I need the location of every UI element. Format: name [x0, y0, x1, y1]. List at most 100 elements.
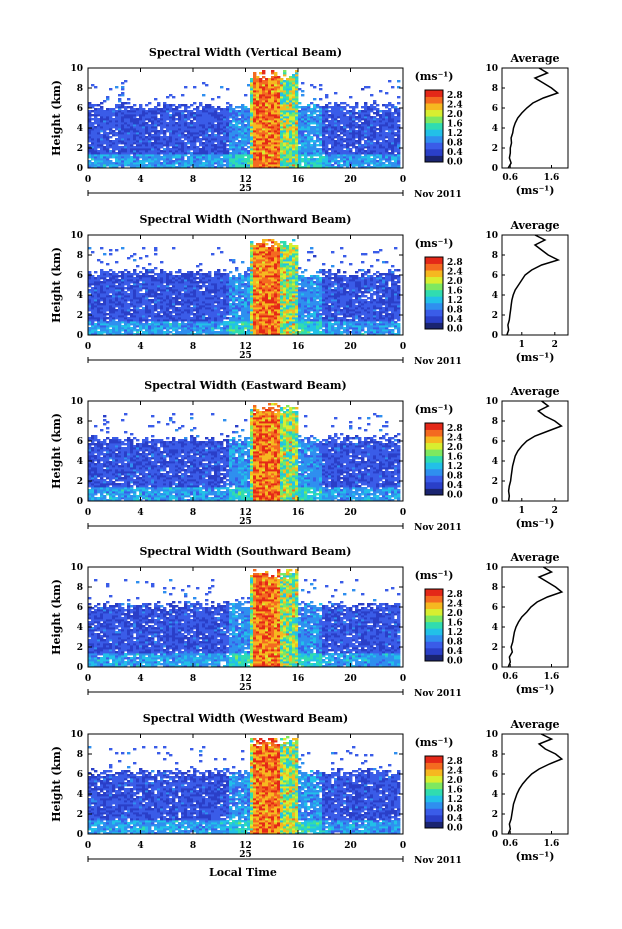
heatmap-cell [301, 82, 305, 85]
heatmap-cell [109, 309, 113, 312]
heatmap-cell [100, 124, 104, 127]
heatmap-cell [142, 120, 146, 123]
heatmap-cell [250, 86, 254, 89]
heatmap-cell [205, 118, 209, 121]
heatmap-cell [172, 120, 176, 123]
heatmap-cell [175, 327, 179, 330]
heatmap-cell [133, 291, 137, 294]
heatmap-cell [151, 130, 155, 133]
heatmap-cell [235, 293, 239, 296]
heatmap-cell [130, 112, 134, 115]
heatmap-cell [277, 106, 281, 109]
heatmap-cell [97, 164, 101, 167]
heatmap-cell [130, 297, 134, 300]
heatmap-cell [118, 287, 122, 290]
heatmap-cell [370, 106, 374, 109]
heatmap-cell [391, 114, 395, 117]
heatmap-cell [112, 146, 116, 149]
heatmap-cell [310, 132, 314, 135]
heatmap-cell [169, 303, 173, 306]
heatmap-cell [337, 136, 341, 139]
heatmap-cell [211, 142, 215, 145]
heatmap-cell [193, 287, 197, 290]
heatmap-cell [220, 162, 224, 165]
heatmap-cell [193, 122, 197, 125]
heatmap-cell [238, 321, 242, 324]
heatmap-cell [352, 154, 356, 157]
heatmap-cell [256, 134, 260, 137]
heatmap-cell [322, 106, 326, 109]
heatmap-cell [142, 317, 146, 320]
heatmap-cell [139, 271, 143, 274]
heatmap-cell [172, 309, 176, 312]
heatmap-cell [229, 307, 233, 310]
heatmap-cell [241, 154, 245, 157]
heatmap-cell [286, 114, 290, 117]
heatmap-cell [205, 309, 209, 312]
heatmap-cell [157, 279, 161, 282]
heatmap-cell [202, 331, 206, 334]
heatmap-cell [100, 106, 104, 109]
heatmap-cell [331, 116, 335, 119]
heatmap-cell [217, 166, 221, 169]
heatmap-cell [97, 120, 101, 123]
heatmap-cell [364, 150, 368, 153]
heatmap-cell [226, 88, 230, 91]
heatmap-cell [334, 130, 338, 133]
heatmap-cell [199, 152, 203, 155]
heatmap-cell [223, 140, 227, 143]
heatmap-cell [298, 124, 302, 127]
heatmap-cell [196, 164, 200, 167]
heatmap-cell [202, 152, 206, 155]
heatmap-cell [256, 138, 260, 141]
heatmap-cell [328, 122, 332, 125]
heatmap-cell [112, 301, 116, 304]
heatmap-cell [241, 277, 245, 280]
heatmap-cell [187, 303, 191, 306]
heatmap-cell [277, 94, 281, 97]
heatmap-cell [226, 162, 230, 165]
heatmap-cell [226, 309, 230, 312]
heatmap-cell [391, 118, 395, 121]
heatmap-cell [112, 303, 116, 306]
heatmap-cell [250, 98, 254, 101]
heatmap-cell [319, 114, 323, 117]
avg-x-tick-label: 1.6 [544, 173, 560, 183]
heatmap-cell [136, 130, 140, 133]
heatmap-cell [199, 114, 203, 117]
heatmap-cell [259, 160, 263, 163]
heatmap-cell [148, 160, 152, 163]
heatmap-cell [313, 144, 317, 147]
heatmap-cell [262, 94, 266, 97]
heatmap-cell [109, 112, 113, 115]
heatmap-cell [262, 96, 266, 99]
heatmap-cell [286, 122, 290, 125]
heatmap-cell [256, 82, 260, 85]
heatmap-cell [265, 162, 269, 165]
heatmap-cell [268, 120, 272, 123]
heatmap-cell [394, 158, 398, 161]
heatmap-cell [172, 166, 176, 169]
heatmap-cell [277, 128, 281, 131]
heatmap-cell [331, 138, 335, 141]
x-tick-label: 12 [239, 175, 252, 185]
heatmap-cell [283, 142, 287, 145]
heatmap-cell [289, 154, 293, 157]
heatmap-cell [178, 311, 182, 314]
heatmap-cell [250, 116, 254, 119]
heatmap-cell [130, 160, 134, 163]
heatmap-cell [100, 146, 104, 149]
heatmap-cell [145, 166, 149, 169]
heatmap-cell [115, 329, 119, 332]
heatmap-cell [367, 110, 371, 113]
heatmap-cell [202, 156, 206, 159]
heatmap-cell [307, 124, 311, 127]
heatmap-cell [229, 319, 233, 322]
heatmap-cell [313, 122, 317, 125]
heatmap-cell [124, 291, 128, 294]
heatmap-cell [229, 146, 233, 149]
heatmap-cell [151, 269, 155, 272]
heatmap-cell [88, 116, 92, 119]
heatmap-cell [211, 116, 215, 119]
heatmap-cell [325, 118, 329, 121]
